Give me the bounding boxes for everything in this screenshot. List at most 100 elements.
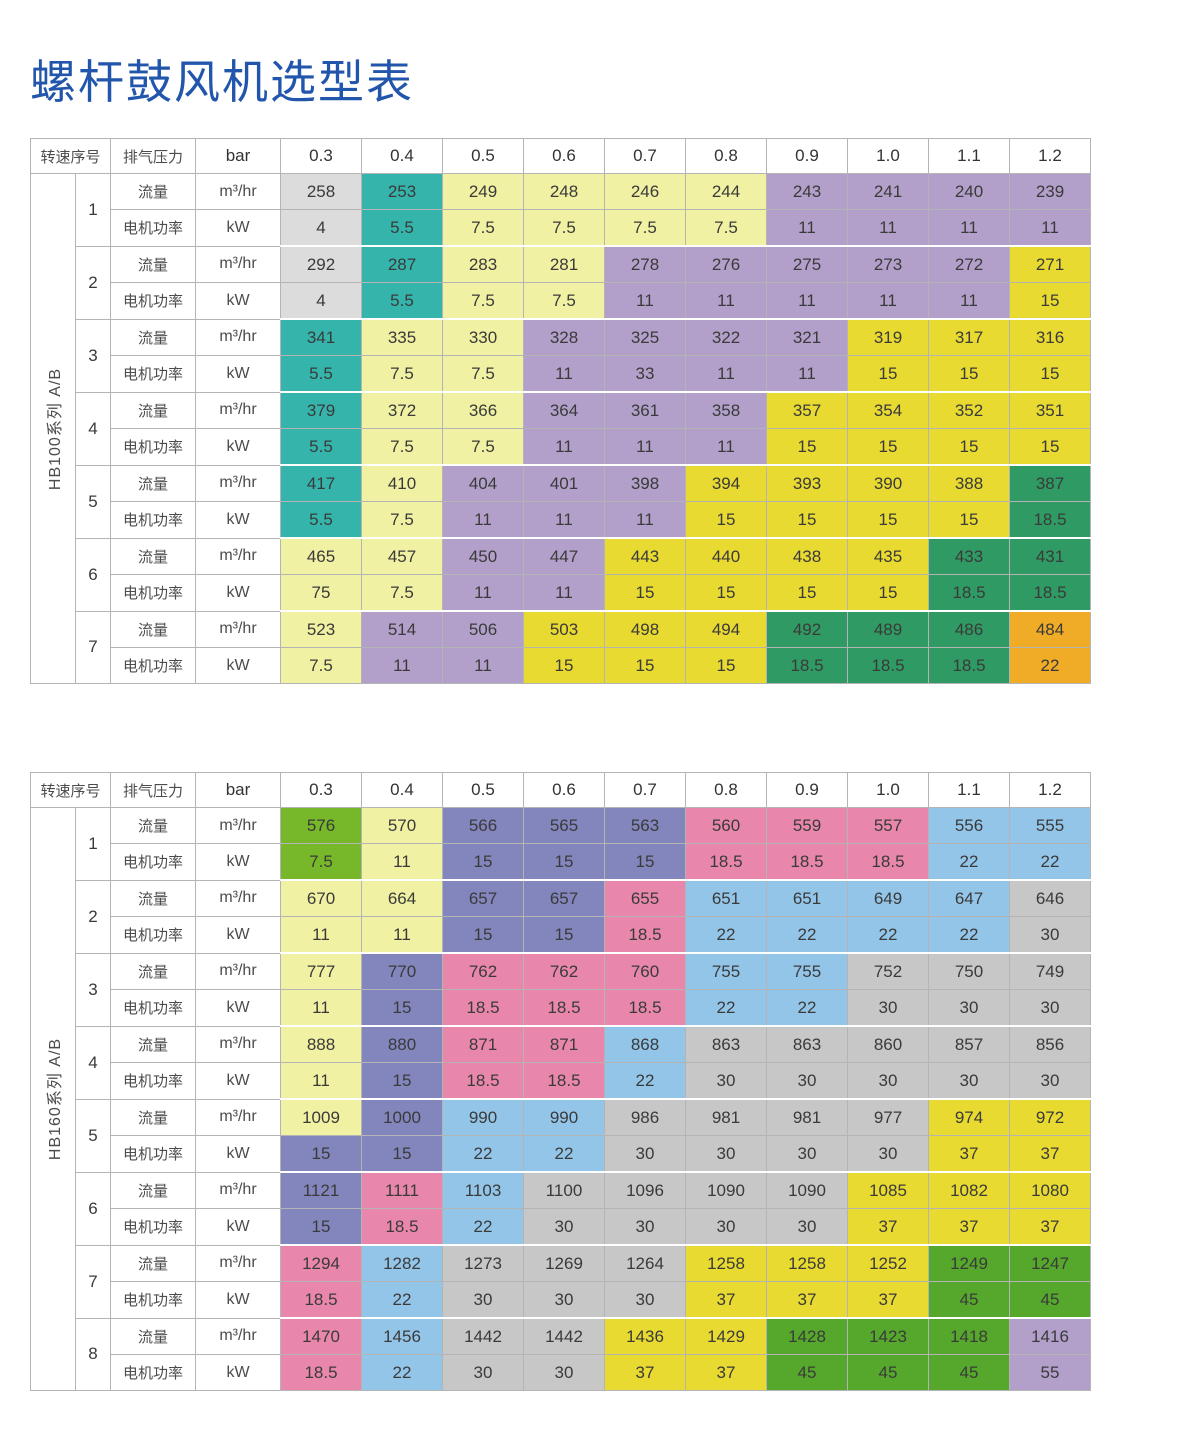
flow-value-cell: 393 <box>766 464 848 502</box>
flow-value-cell: 498 <box>604 610 686 648</box>
flow-value-cell: 433 <box>928 537 1010 575</box>
power-value-cell: 11 <box>523 574 605 612</box>
power-value-cell: 30 <box>523 1354 605 1391</box>
page-title: 螺杆鼓风机选型表 <box>30 56 414 108</box>
power-value-cell: 11 <box>361 843 443 881</box>
power-value-cell: 30 <box>604 1281 686 1319</box>
power-value-cell: 18.5 <box>280 1281 362 1319</box>
power-value-cell: 15 <box>604 574 686 612</box>
power-label-cell: 电机功率 <box>110 428 196 466</box>
flow-value-cell: 1429 <box>685 1317 767 1355</box>
pressure-value-header: 1.2 <box>1009 138 1091 174</box>
power-value-cell: 15 <box>1009 355 1091 393</box>
power-label-cell: 电机功率 <box>110 647 196 684</box>
flow-value-cell: 755 <box>766 952 848 990</box>
power-value-cell: 5.5 <box>280 501 362 539</box>
flow-value-cell: 325 <box>604 318 686 356</box>
flow-value-cell: 860 <box>847 1025 929 1063</box>
flow-label-cell: 流量 <box>110 1025 196 1063</box>
flow-label-cell: 流量 <box>110 952 196 990</box>
power-value-cell: 30 <box>523 1281 605 1319</box>
power-value-cell: 7.5 <box>442 355 524 393</box>
series-label: HB100系列 A/B <box>47 367 64 490</box>
speed-number-cell: 3 <box>75 952 111 1027</box>
power-label-cell: 电机功率 <box>110 1062 196 1100</box>
power-value-cell: 33 <box>604 355 686 393</box>
power-value-cell: 11 <box>361 647 443 684</box>
pressure-value-header: 1.0 <box>847 138 929 174</box>
flow-value-cell: 1258 <box>685 1244 767 1282</box>
power-value-cell: 11 <box>280 916 362 954</box>
flow-unit-cell: m³/hr <box>195 1098 281 1136</box>
flow-value-cell: 1442 <box>523 1317 605 1355</box>
power-row: 电机功率 kW 4 5.5 7.5 7.5 7.5 7.5 11 11 11 11 <box>31 209 1091 247</box>
flow-label-cell: 流量 <box>110 464 196 502</box>
pressure-value-header: 0.3 <box>280 772 362 808</box>
power-value-cell: 11 <box>280 1062 362 1100</box>
flow-value-cell: 750 <box>928 952 1010 990</box>
power-unit-cell: kW <box>195 989 281 1027</box>
flow-value-cell: 1085 <box>847 1171 929 1209</box>
power-value-cell: 15 <box>604 843 686 881</box>
flow-value-cell: 749 <box>1009 952 1091 990</box>
speed-number-header: 转速序号 <box>30 138 111 174</box>
power-value-cell: 30 <box>847 1062 929 1100</box>
power-value-cell: 45 <box>928 1281 1010 1319</box>
power-value-cell: 45 <box>847 1354 929 1391</box>
flow-label-cell: 流量 <box>110 879 196 917</box>
power-value-cell: 15 <box>766 574 848 612</box>
pressure-value-header: 0.3 <box>280 138 362 174</box>
flow-value-cell: 330 <box>442 318 524 356</box>
power-row: 电机功率 kW 5.5 7.5 7.5 11 11 11 15 15 15 15 <box>31 428 1091 466</box>
power-value-cell: 7.5 <box>280 647 362 684</box>
flow-value-cell: 492 <box>766 610 848 648</box>
power-value-cell: 30 <box>685 1135 767 1173</box>
flow-value-cell: 352 <box>928 391 1010 429</box>
power-value-cell: 37 <box>1009 1135 1091 1173</box>
power-row: 电机功率 kW 18.5 22 30 30 37 37 45 45 45 55 <box>31 1354 1091 1391</box>
power-value-cell: 15 <box>766 428 848 466</box>
flow-label-cell: 流量 <box>110 807 196 844</box>
flow-value-cell: 657 <box>442 879 524 917</box>
flow-unit-cell: m³/hr <box>195 537 281 575</box>
pressure-value-header: 0.7 <box>604 138 686 174</box>
power-value-cell: 11 <box>442 501 524 539</box>
flow-value-cell: 243 <box>766 173 848 210</box>
power-value-cell: 15 <box>1009 282 1091 320</box>
power-value-cell: 22 <box>685 989 767 1027</box>
power-unit-cell: kW <box>195 428 281 466</box>
power-value-cell: 22 <box>685 916 767 954</box>
power-row: 电机功率 kW 18.5 22 30 30 30 37 37 37 45 45 <box>31 1281 1091 1319</box>
power-value-cell: 11 <box>1009 209 1091 247</box>
power-value-cell: 5.5 <box>280 355 362 393</box>
power-unit-cell: kW <box>195 501 281 539</box>
flow-value-cell: 888 <box>280 1025 362 1063</box>
flow-row: 2 流量 m³/hr 670 664 657 657 655 651 651 649 647 646 <box>31 879 1091 954</box>
power-value-cell: 37 <box>604 1354 686 1391</box>
flow-value-cell: 566 <box>442 807 524 844</box>
power-value-cell: 18.5 <box>766 843 848 881</box>
power-value-cell: 11 <box>766 282 848 320</box>
flow-value-cell: 278 <box>604 245 686 283</box>
hb160-table-container: 转速序号 排气压力 bar 0.3 0.4 0.5 0.6 0.7 0.8 0.9 1.0 1.1 1.… <box>30 772 1091 1391</box>
flow-value-cell: 246 <box>604 173 686 210</box>
power-value-cell: 7.5 <box>442 428 524 466</box>
pressure-value-header: 1.0 <box>847 772 929 808</box>
power-value-cell: 37 <box>685 1354 767 1391</box>
power-value-cell: 22 <box>442 1208 524 1246</box>
flow-value-cell: 647 <box>928 879 1010 917</box>
flow-unit-cell: m³/hr <box>195 1025 281 1063</box>
power-label-cell: 电机功率 <box>110 501 196 539</box>
flow-value-cell: 990 <box>523 1098 605 1136</box>
flow-value-cell: 319 <box>847 318 929 356</box>
power-value-cell: 18.5 <box>442 1062 524 1100</box>
flow-value-cell: 651 <box>766 879 848 917</box>
flow-value-cell: 868 <box>604 1025 686 1063</box>
power-value-cell: 30 <box>766 1062 848 1100</box>
flow-value-cell: 341 <box>280 318 362 356</box>
flow-unit-cell: m³/hr <box>195 1317 281 1355</box>
pressure-value-header: 0.4 <box>361 138 443 174</box>
flow-value-cell: 1247 <box>1009 1244 1091 1282</box>
power-value-cell: 15 <box>685 647 767 684</box>
